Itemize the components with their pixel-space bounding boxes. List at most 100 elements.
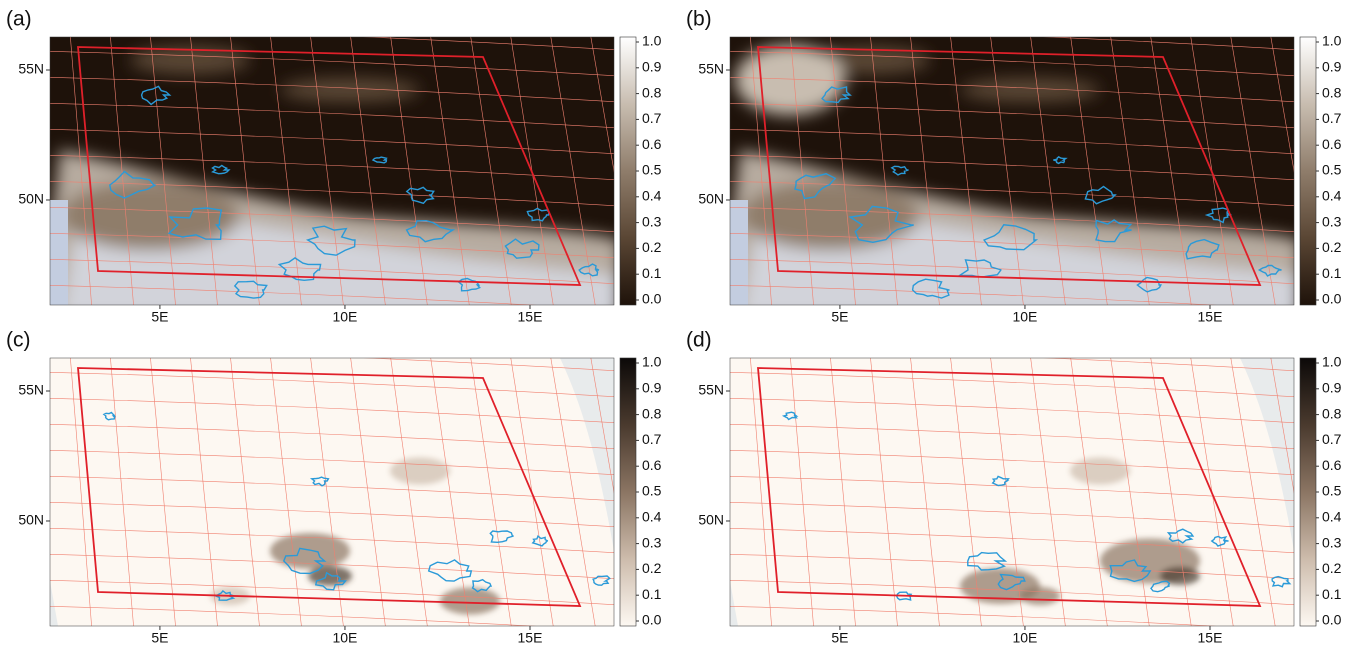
contours	[781, 411, 1292, 601]
graticule	[50, 50, 614, 76]
colorbar-tick-label: 0.1	[642, 586, 662, 602]
colorbar-tick-label: 0.4	[1322, 188, 1342, 204]
graticule	[1070, 358, 1108, 626]
precip	[270, 533, 350, 569]
graticule	[50, 258, 614, 284]
graticule	[230, 358, 260, 626]
contour	[471, 578, 493, 593]
graticule	[190, 37, 218, 305]
colorbar-tick-label: 0.8	[642, 84, 662, 100]
graticule	[50, 154, 614, 180]
precip	[308, 566, 352, 586]
y-tick-label: 50N	[698, 512, 724, 528]
contour	[1095, 219, 1133, 243]
graticule	[730, 475, 1294, 501]
x-tick-label: 15E	[518, 630, 543, 646]
no-data	[560, 358, 614, 551]
graticule	[190, 358, 218, 626]
graticule	[1270, 358, 1294, 494]
contour	[781, 411, 799, 421]
graticule	[950, 358, 982, 626]
colorbar-tick-label: 0.0	[642, 612, 662, 628]
colorbar-tick-label: 0.9	[1322, 380, 1342, 396]
colorbar-tick-label: 0.0	[1322, 612, 1342, 628]
graticule	[730, 501, 1294, 527]
colorbar-tick-label: 0.7	[642, 110, 662, 126]
panel: (d) 5E 10E 15E 50N 55N 0.0 0.1 0.2 0.3 0.4 0.5 0.6 0.…	[686, 329, 1342, 646]
colorbar-tick-label: 1.0	[1322, 354, 1342, 370]
colorbar	[1299, 357, 1317, 627]
colorbar-tick-label: 0.6	[1322, 136, 1342, 152]
graticule	[50, 527, 614, 553]
cloud	[960, 78, 1100, 102]
cloud	[280, 78, 420, 102]
panel-label: (c)	[6, 329, 31, 352]
graticule	[750, 358, 772, 626]
contour	[1271, 575, 1292, 588]
contour	[427, 559, 473, 582]
colorbar-tick-label: 0.6	[642, 457, 662, 473]
graticule	[730, 579, 1294, 605]
y-tick-label: 55N	[698, 61, 724, 77]
graticule	[730, 397, 1294, 423]
panel-label: (a)	[6, 8, 32, 31]
no-data	[730, 581, 738, 626]
edge-strip	[50, 200, 68, 305]
graticule	[350, 358, 386, 626]
graticule	[50, 553, 614, 579]
x-tick-label: 5E	[151, 309, 168, 325]
graticule	[362, 37, 614, 50]
graticule	[550, 37, 596, 305]
y-tick-label: 55N	[18, 382, 44, 398]
x-tick-label: 5E	[831, 630, 848, 646]
precip	[1160, 567, 1200, 585]
contour	[1084, 185, 1117, 205]
colorbar-tick-label: 0.5	[1322, 162, 1342, 178]
x-tick-label: 15E	[518, 309, 543, 325]
x-tick-label: 5E	[831, 309, 848, 325]
graticule	[1150, 37, 1192, 305]
colorbar-tick-label: 0.5	[1322, 483, 1342, 499]
graticule	[730, 102, 1294, 128]
graticule	[730, 180, 1294, 206]
contour	[371, 156, 388, 164]
contour	[1150, 580, 1171, 593]
colorbar-tick-label: 0.4	[642, 188, 662, 204]
graticule	[470, 358, 512, 626]
colorbar	[1299, 36, 1317, 306]
graticule	[830, 37, 856, 305]
contour	[405, 186, 435, 205]
map-field	[730, 37, 1294, 305]
graticule	[590, 37, 614, 173]
map-field	[50, 37, 614, 305]
contour	[821, 86, 852, 104]
cloud	[130, 46, 250, 74]
colorbar-tick-label: 0.5	[642, 483, 662, 499]
contour	[592, 575, 611, 586]
graticule	[750, 37, 772, 305]
graticule	[310, 37, 344, 305]
graticule	[950, 37, 982, 305]
graticule	[1042, 37, 1294, 50]
y-tick-label: 55N	[698, 382, 724, 398]
contour	[489, 530, 514, 544]
x-tick-label: 5E	[151, 630, 168, 646]
colorbar-tick-label: 0.0	[1322, 291, 1342, 307]
contour	[1257, 264, 1282, 277]
graticule	[790, 358, 814, 626]
graticule	[1270, 37, 1294, 173]
colorbar-tick-label: 0.0	[642, 291, 662, 307]
graticule	[990, 37, 1024, 305]
contours	[102, 411, 611, 601]
graticule	[1150, 358, 1192, 626]
graticule	[730, 206, 1294, 232]
map-frame	[49, 357, 615, 627]
contour	[848, 205, 914, 244]
graticule	[50, 102, 614, 128]
x-tick-label: 15E	[1198, 309, 1223, 325]
colorbar-tick-label: 0.8	[1322, 84, 1342, 100]
graticule	[730, 232, 1294, 258]
graticule	[50, 180, 614, 206]
contour	[140, 85, 172, 106]
